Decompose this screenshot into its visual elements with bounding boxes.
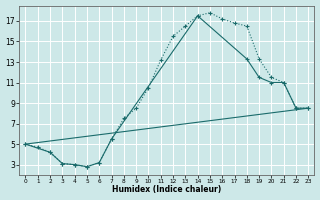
X-axis label: Humidex (Indice chaleur): Humidex (Indice chaleur)	[112, 185, 221, 194]
